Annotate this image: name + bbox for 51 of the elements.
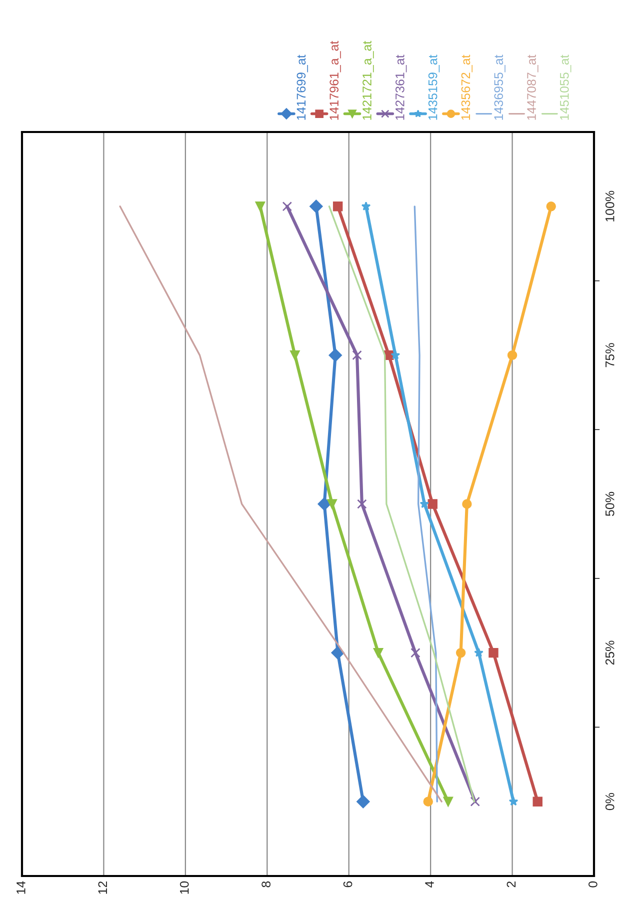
point [428,499,438,509]
point [423,796,433,806]
x-tick-label: 8 [262,881,270,888]
point [328,348,342,362]
x-tick-label: 6 [343,881,352,888]
y-tick-label: 50% [605,492,614,516]
text: 1435159_at [428,54,440,120]
x-tick-label: 2 [506,881,516,888]
point [357,499,367,509]
point [456,648,466,658]
text: 1427361_at [395,54,407,120]
point [488,648,498,658]
point [462,499,472,509]
x-tick-label: 12 [98,881,107,894]
x-tick-label: 10 [180,881,189,894]
text: 1435672_at [461,54,472,120]
x-tick-label: 0 [588,881,598,888]
point [352,350,362,360]
y-tick-label: 0% [605,793,614,810]
x-tick-label: 4 [425,881,434,888]
text: 1447087_at [527,54,538,120]
point [420,499,430,508]
point [474,648,484,657]
text: 1436955_at [494,54,506,120]
x-tick-label: 14 [16,881,26,894]
point [255,202,266,212]
point [327,499,337,509]
point [290,350,300,360]
point [508,796,518,806]
y-tick-label: 100% [605,190,614,222]
point [318,497,331,511]
point [390,350,400,360]
point [410,648,420,658]
point [332,202,343,212]
point [546,202,556,212]
text: 1417699_at [296,54,308,120]
point [331,646,344,660]
text: 1451055_at [560,54,572,120]
y-tick-label: 25% [605,640,614,665]
point [282,202,292,212]
point [470,796,480,806]
point [356,795,370,808]
point [373,648,384,658]
point [443,796,453,806]
point [310,200,323,213]
point [507,350,518,360]
text: 1421721_a_at [362,40,374,120]
point [361,202,371,210]
text: 1417961_a_at [330,40,341,120]
y-tick-label: 75% [605,343,614,368]
point [532,796,542,806]
